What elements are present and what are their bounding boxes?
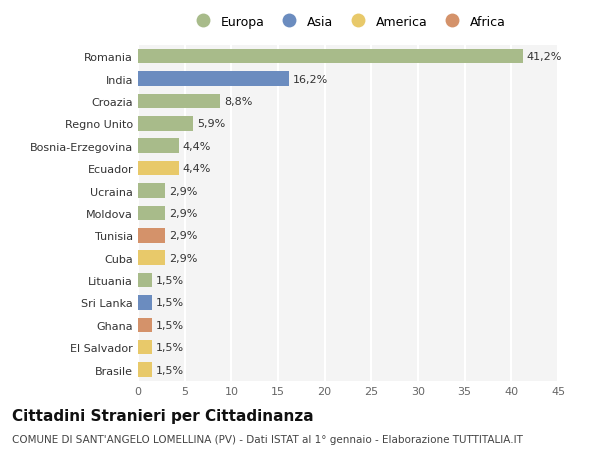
Bar (138, 95, 220, 109)
Text: 1,5%: 1,5% (156, 365, 184, 375)
Bar (138, 50, 523, 64)
Text: 2,9%: 2,9% (169, 186, 197, 196)
Bar (138, 363, 152, 377)
Text: 41,2%: 41,2% (526, 52, 562, 62)
Text: 2,9%: 2,9% (169, 253, 197, 263)
Bar (138, 273, 152, 288)
Text: 4,4%: 4,4% (183, 164, 211, 174)
Text: Cittadini Stranieri per Cittadinanza: Cittadini Stranieri per Cittadinanza (12, 409, 314, 424)
Text: 8,8%: 8,8% (224, 97, 252, 107)
Legend: Europa, Asia, America, Africa: Europa, Asia, America, Africa (187, 12, 509, 33)
Text: 2,9%: 2,9% (169, 208, 197, 218)
Text: 2,9%: 2,9% (169, 231, 197, 241)
Text: 16,2%: 16,2% (293, 74, 328, 84)
Bar (138, 72, 289, 87)
Bar (138, 162, 179, 176)
Text: 5,9%: 5,9% (197, 119, 225, 129)
Text: 1,5%: 1,5% (156, 275, 184, 285)
Bar (138, 229, 165, 243)
Bar (138, 340, 152, 355)
Bar (138, 251, 165, 265)
Bar (138, 139, 179, 154)
Bar (138, 296, 152, 310)
Bar (138, 117, 193, 131)
Text: 1,5%: 1,5% (156, 342, 184, 353)
Text: 4,4%: 4,4% (183, 141, 211, 151)
Text: COMUNE DI SANT'ANGELO LOMELLINA (PV) - Dati ISTAT al 1° gennaio - Elaborazione T: COMUNE DI SANT'ANGELO LOMELLINA (PV) - D… (12, 434, 523, 444)
Bar (138, 206, 165, 221)
Bar (138, 184, 165, 198)
Bar (138, 318, 152, 332)
Text: 1,5%: 1,5% (156, 298, 184, 308)
Text: 1,5%: 1,5% (156, 320, 184, 330)
